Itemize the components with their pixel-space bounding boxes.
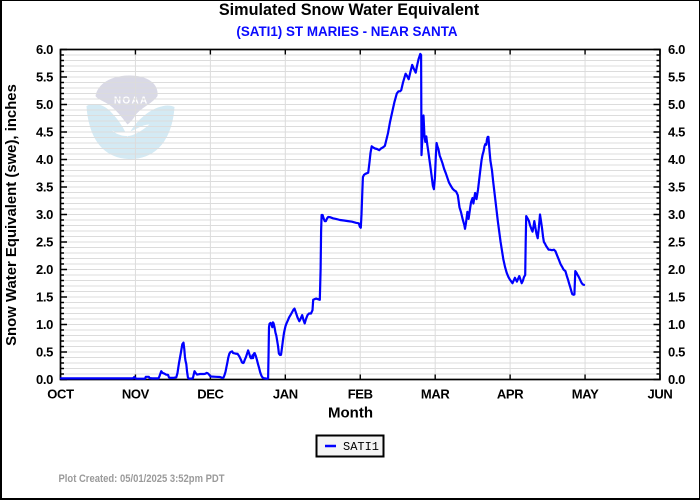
svg-text:OCT: OCT [47,387,74,402]
svg-text:(SATI1) ST MARIES - NEAR SANTA: (SATI1) ST MARIES - NEAR SANTA [236,24,458,39]
svg-text:SATI1: SATI1 [343,440,379,454]
svg-text:3.0: 3.0 [36,207,53,222]
svg-text:6.0: 6.0 [668,42,685,57]
svg-text:4.5: 4.5 [36,125,53,140]
svg-text:4.0: 4.0 [36,152,53,167]
svg-text:MAR: MAR [421,387,451,402]
svg-text:2.0: 2.0 [668,262,685,277]
svg-text:1.5: 1.5 [36,290,53,305]
svg-text:2.0: 2.0 [36,262,53,277]
svg-text:0.0: 0.0 [668,372,685,387]
svg-text:Plot Created: 05/01/2025 3:52p: Plot Created: 05/01/2025 3:52pm PDT [59,473,226,485]
svg-text:5.0: 5.0 [36,97,53,112]
svg-text:2.5: 2.5 [36,235,53,250]
svg-text:5.5: 5.5 [36,70,53,85]
svg-text:1.0: 1.0 [668,317,685,332]
svg-text:NOAA: NOAA [114,96,149,107]
svg-text:2.5: 2.5 [668,235,685,250]
svg-text:4.5: 4.5 [668,125,685,140]
svg-text:5.0: 5.0 [668,97,685,112]
svg-text:MAY: MAY [572,387,599,402]
svg-text:0.0: 0.0 [36,372,53,387]
svg-text:3.5: 3.5 [36,180,53,195]
svg-text:1.5: 1.5 [668,290,685,305]
svg-text:Month: Month [328,405,373,422]
svg-text:JAN: JAN [273,387,298,402]
svg-text:NOV: NOV [122,387,150,402]
svg-text:FEB: FEB [348,387,373,402]
svg-text:1.0: 1.0 [36,317,53,332]
svg-text:4.0: 4.0 [668,152,685,167]
svg-text:JUN: JUN [648,387,673,402]
svg-text:APR: APR [497,387,524,402]
svg-text:0.5: 0.5 [36,345,53,360]
svg-text:6.0: 6.0 [36,42,53,57]
svg-text:Snow Water Equivalent (swe), i: Snow Water Equivalent (swe), inches [4,84,20,346]
svg-text:3.5: 3.5 [668,180,685,195]
svg-text:Simulated Snow Water Equivalen: Simulated Snow Water Equivalent [219,1,480,19]
svg-text:5.5: 5.5 [668,70,685,85]
svg-text:DEC: DEC [197,387,224,402]
svg-text:0.5: 0.5 [668,345,685,360]
svg-text:3.0: 3.0 [668,207,685,222]
